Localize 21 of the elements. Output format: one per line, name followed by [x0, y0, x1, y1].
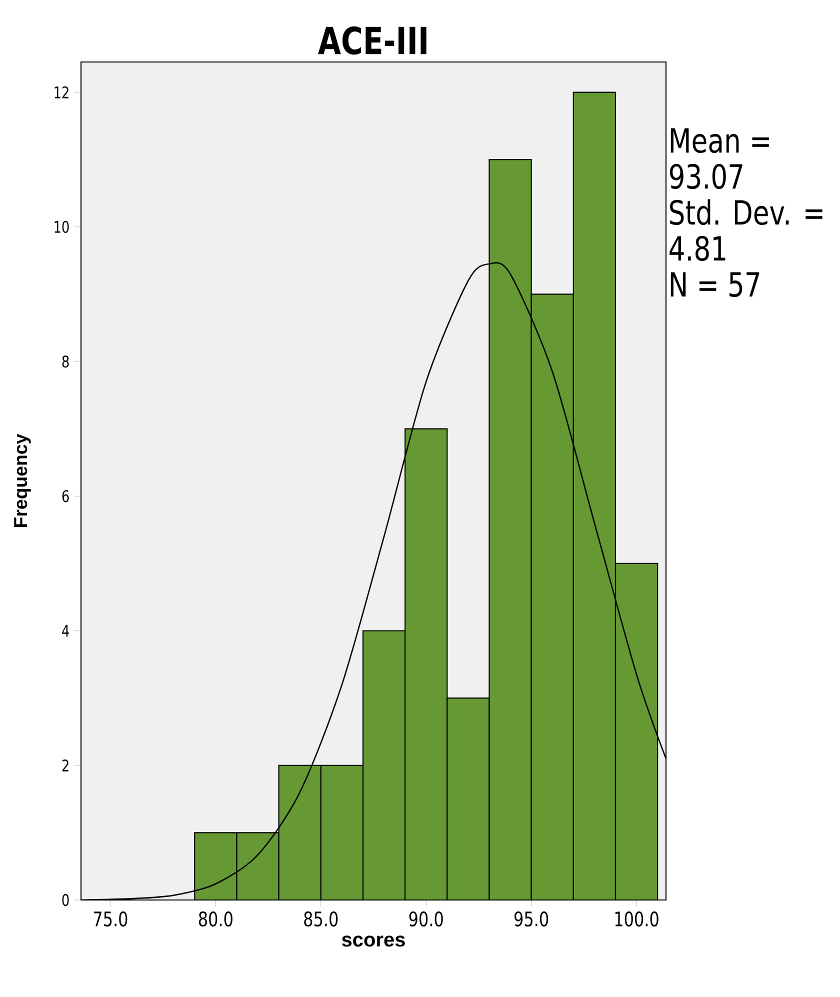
text: N = 57 [670, 272, 760, 298]
text: Std. Dev. = [670, 199, 822, 226]
text: 4.81 [670, 236, 726, 262]
x-tick-label: 75.0 [94, 911, 128, 927]
y-tick-label: 4 [62, 624, 69, 637]
y-tick-label: 6 [62, 490, 69, 502]
x-tick-label: 100.0 [615, 911, 658, 927]
text: Mean = [670, 128, 769, 154]
x-tick-label: 80.0 [198, 911, 232, 927]
y-axis-title: Frequency [14, 434, 31, 527]
y-tick-label: 12 [54, 86, 68, 98]
x-tick-label: 90.0 [409, 911, 443, 927]
chart-title: ACE-III [318, 26, 426, 55]
y-tick-label: 2 [62, 759, 68, 772]
y-tick-label: 0 [62, 894, 69, 906]
x-axis-title: scores [342, 936, 405, 947]
text: 93.07 [670, 164, 742, 190]
x-tick-label: 85.0 [304, 911, 338, 927]
x-tick-label: 95.0 [514, 911, 548, 927]
y-tick-label: 8 [62, 355, 69, 368]
y-tick-label: 10 [54, 220, 69, 233]
